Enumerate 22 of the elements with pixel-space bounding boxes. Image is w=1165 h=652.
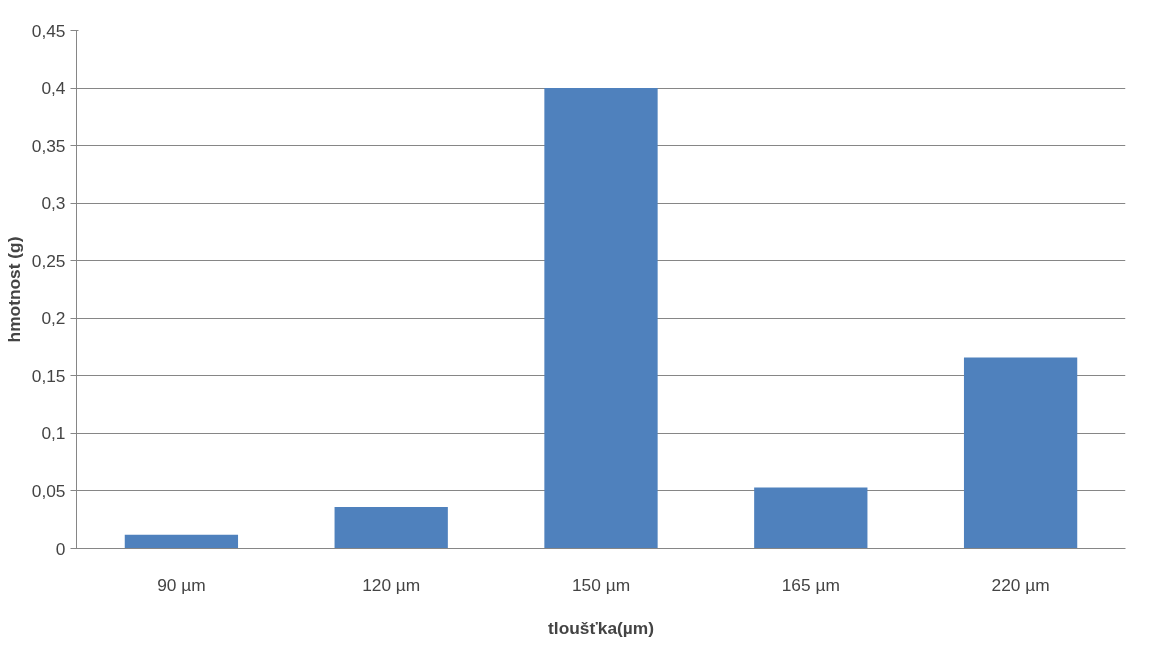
bar — [963, 357, 1078, 549]
x-axis-title: tloušťka(µm) — [548, 617, 654, 638]
x-tick-label: 165 µm — [781, 574, 840, 595]
bar — [334, 507, 448, 549]
y-tick-label: 0,25 — [31, 250, 66, 271]
x-tick-label: 220 µm — [991, 574, 1050, 595]
y-tick-label: 0,35 — [31, 135, 66, 156]
y-tick-label: 0,3 — [41, 193, 66, 214]
y-tick-label: 0,45 — [31, 20, 66, 41]
x-tick-label: 90 µm — [157, 574, 206, 595]
y-tick-label: 0,2 — [41, 308, 66, 329]
y-tick-label: 0 — [55, 538, 66, 559]
y-tick-label: 0,1 — [41, 423, 66, 444]
y-axis-title: hmotnost (g) — [3, 236, 24, 343]
x-tick-label: 120 µm — [362, 574, 421, 595]
bar — [754, 487, 868, 549]
bar — [544, 88, 658, 549]
y-tick-label: 0,15 — [31, 365, 66, 386]
bar — [124, 534, 239, 549]
y-tick-label: 0,05 — [31, 480, 66, 501]
y-tick-label: 0,4 — [41, 78, 66, 99]
x-tick-label: 150 µm — [571, 574, 631, 595]
